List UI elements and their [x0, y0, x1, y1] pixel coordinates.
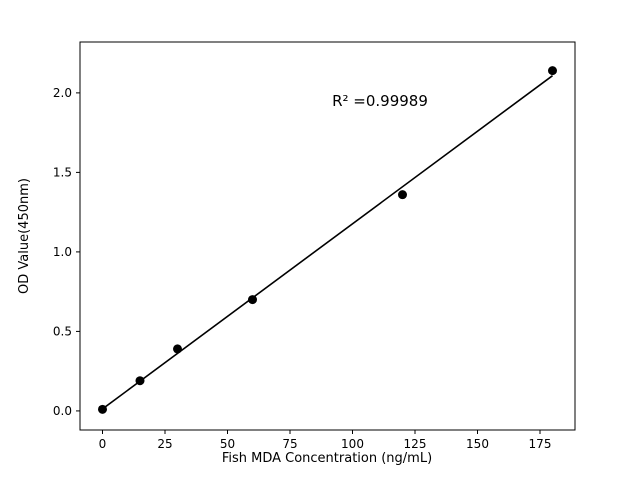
data-point: [135, 376, 145, 386]
x-axis-label: Fish MDA Concentration (ng/mL): [222, 451, 432, 466]
y-axis-label: OD Value(450nm): [17, 178, 32, 294]
data-point: [248, 295, 257, 305]
x-tick-label: 150: [466, 437, 489, 451]
data-series: [98, 66, 557, 414]
y-tick-label: 1.5: [53, 165, 72, 179]
x-tick-label: 25: [157, 437, 172, 451]
y-axis-ticks: 0.0 0.5 1.0 1.5 2.0: [53, 86, 80, 418]
data-point: [98, 404, 107, 414]
x-axis-ticks: 0 25 50 75 100 125 150 175: [99, 430, 552, 451]
x-tick-label: 0: [99, 437, 107, 451]
data-point: [173, 344, 182, 354]
data-point: [548, 66, 557, 76]
y-tick-label: 0.5: [53, 324, 72, 338]
x-tick-label: 175: [529, 437, 552, 451]
y-tick-label: 2.0: [53, 86, 72, 100]
x-tick-label: 75: [282, 437, 297, 451]
r-squared-annotation: R² =0.99989: [332, 92, 428, 110]
fit-line: [102, 75, 553, 410]
data-point: [398, 190, 407, 200]
x-tick-label: 50: [220, 437, 235, 451]
x-tick-label: 100: [341, 437, 364, 451]
x-tick-label: 125: [404, 437, 427, 451]
y-tick-label: 0.0: [53, 404, 72, 418]
y-tick-label: 1.0: [53, 245, 72, 259]
plot-area: [79, 41, 576, 431]
